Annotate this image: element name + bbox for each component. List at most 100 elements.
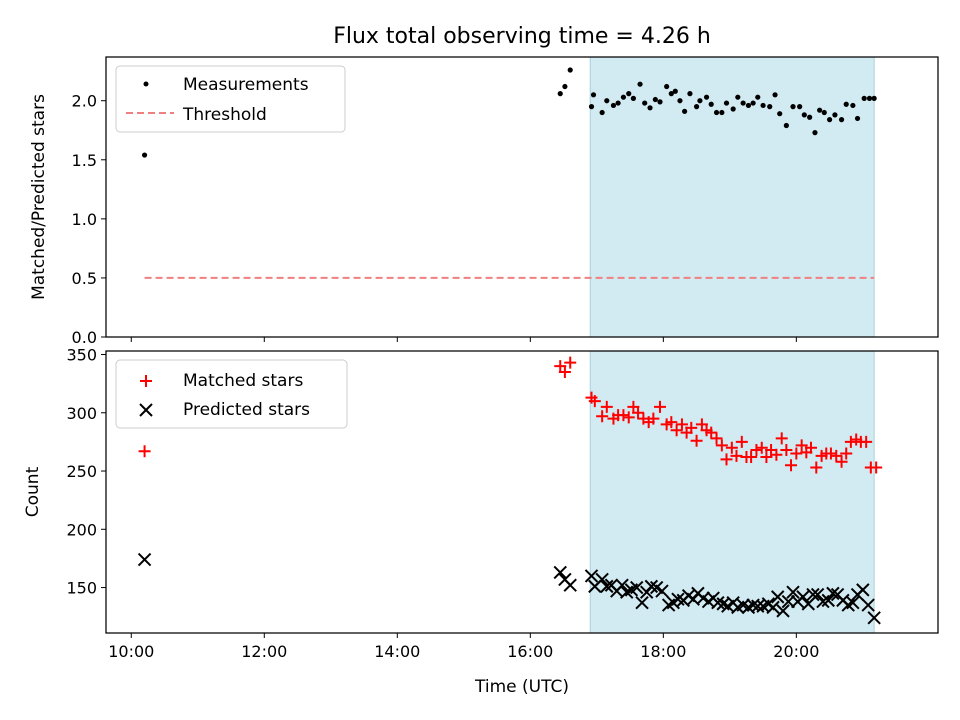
count-legend: Matched stars Predicted stars [115,359,348,429]
measurement-point [693,104,700,110]
x-tick-label: 16:00 [507,642,553,661]
measurement-point [620,94,627,100]
measurement-point [745,102,752,109]
matched-star-point [770,448,783,461]
matched-star-point [750,444,763,457]
matched-star-point [617,409,630,422]
predicted-star-point [821,593,835,608]
y-tick-label: 2.0 [72,92,97,111]
measurement-point [604,98,610,104]
predicted-star-point [671,592,685,606]
measurement-point [821,109,827,116]
matched-star-point [775,432,788,445]
measurement-point [599,109,605,116]
ratio-legend: Measurements Threshold [115,65,346,133]
x-tick-label: 10:00 [108,642,154,661]
y-tick-label: 1.0 [72,210,97,229]
count-y-axis-label: Count [23,466,43,517]
matched-star-point [760,451,773,464]
legend-matched-marker [140,375,152,387]
measurement-point [652,96,658,103]
matched-star-point [647,412,660,425]
measurement-point [797,104,803,110]
measurement-point [626,91,632,97]
predicted-star-point [861,598,875,612]
predicted-star-point [796,590,810,604]
x-tick-label: 20:00 [773,642,819,661]
legend-measurements-marker [143,81,149,87]
predicted-star-point [600,579,614,594]
x-tick-label: 12:00 [241,642,287,661]
legend-predicted-marker [139,403,153,417]
matched-star-point [835,455,848,468]
y-tick-label: 1.5 [72,151,97,170]
y-tick-label: 150 [66,579,97,598]
matched-star-point [665,416,678,429]
measurement-point [630,95,636,101]
measurement-point [672,88,678,94]
measurement-point [668,91,674,97]
measurement-point [871,95,877,101]
matched-star-point [720,453,733,466]
matched-star-point [860,435,873,448]
count-panel-frame [105,350,939,634]
predicted-star-point [766,600,780,615]
matched-star-point [840,447,853,460]
measurement-point [730,106,736,112]
shaded-span [589,56,875,338]
y-tick-label: 200 [66,520,97,539]
matched-star-point [654,400,667,413]
predicted-star-point [771,590,785,604]
chart-title: Flux total observing time = 4.26 h [333,24,711,49]
matched-star-point [725,441,738,454]
measurement-point [801,112,807,118]
measurement-point [767,104,773,110]
predicted-star-point [826,586,840,601]
matched-star-point [558,365,571,378]
predicted-star-point [563,578,577,592]
measurement-point [750,100,756,106]
measurement-point [740,100,746,106]
measurement-point [723,100,730,106]
measurement-point [832,112,838,118]
measurement-point [657,99,663,105]
ratio-panel: 0.00.51.01.52.0 Matched/Predicted stars … [29,56,939,347]
measurement-point [557,91,563,97]
predicted-star-point [810,587,825,602]
matched-star-point [588,395,601,408]
predicted-star-point [776,604,790,618]
measurement-point [719,109,725,116]
predicted-star-point [615,578,629,592]
legend-predicted-label: Predicted stars [183,400,310,420]
measurement-point [783,122,789,129]
measurement-point [755,94,761,100]
measurement-point [826,117,833,123]
measurement-point [843,101,849,107]
measurement-point [590,92,597,98]
predicted-star-point [553,565,567,580]
legend-matched-label: Matched stars [183,371,303,391]
matched-star-point [138,445,151,458]
matched-star-point [675,418,688,431]
measurement-point [735,94,741,100]
matched-star-point [830,449,843,462]
measurement-point [713,109,720,116]
measurement-point [790,104,796,110]
matched-star-point [564,356,577,369]
matched-star-point [735,435,748,448]
ratio-legend-box [115,65,346,133]
matched-star-point [705,426,718,439]
matched-star-point [755,441,768,454]
measurement-point [817,107,823,113]
matched-star-point [632,406,645,419]
measurement-point [682,108,688,114]
x-axis-label: Time (UTC) [474,677,569,697]
measurement-point [677,98,683,104]
measurement-point [850,102,856,109]
measurement-point [807,114,813,120]
measurement-point [697,98,703,104]
predicted-star-point [856,583,870,597]
matched-star-point [715,439,728,452]
measurement-point [562,83,568,90]
